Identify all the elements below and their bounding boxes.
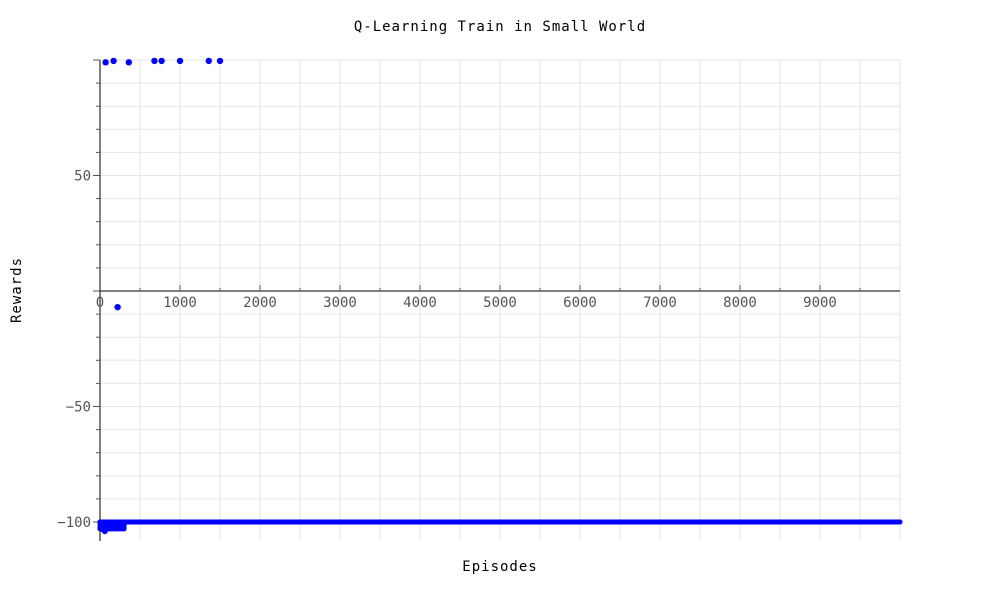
data-point [114, 303, 121, 311]
x-tick-label: 9000 [803, 295, 837, 311]
data-point [102, 59, 109, 66]
y-axis-title: Rewards [9, 257, 25, 323]
y-tick-label: −50 [66, 400, 91, 416]
data-point [125, 59, 132, 66]
data-point [101, 528, 108, 535]
x-tick-label: 0 [96, 295, 104, 311]
data-point [158, 57, 165, 65]
data-point [119, 523, 126, 530]
data-points [97, 57, 903, 535]
grid [99, 59, 901, 541]
data-point-band [97, 519, 903, 525]
data-point [216, 57, 224, 65]
y-tick-label: −100 [57, 515, 91, 531]
data-point [151, 57, 158, 65]
data-point [109, 521, 115, 528]
y-tick-label: 50 [74, 169, 91, 185]
x-tick-label: 3000 [323, 295, 357, 311]
x-tick-label: 2000 [243, 295, 277, 311]
x-tick-label: 6000 [563, 295, 597, 311]
tick-labels: 0 1000 2000 3000 4000 5000 6000 7000 8000 9000 50 −… [57, 169, 837, 532]
x-tick-label: 5000 [483, 295, 517, 311]
data-point [176, 57, 184, 65]
data-point [205, 57, 212, 65]
chart-title: Q-Learning Train in Small World [354, 19, 646, 35]
x-axis-title: Episodes [462, 559, 537, 575]
data-point [110, 57, 117, 65]
x-tick-label: 7000 [643, 295, 677, 311]
x-tick-label: 8000 [723, 295, 757, 311]
x-tick-label: 1000 [163, 295, 197, 311]
x-tick-label: 4000 [403, 295, 437, 311]
